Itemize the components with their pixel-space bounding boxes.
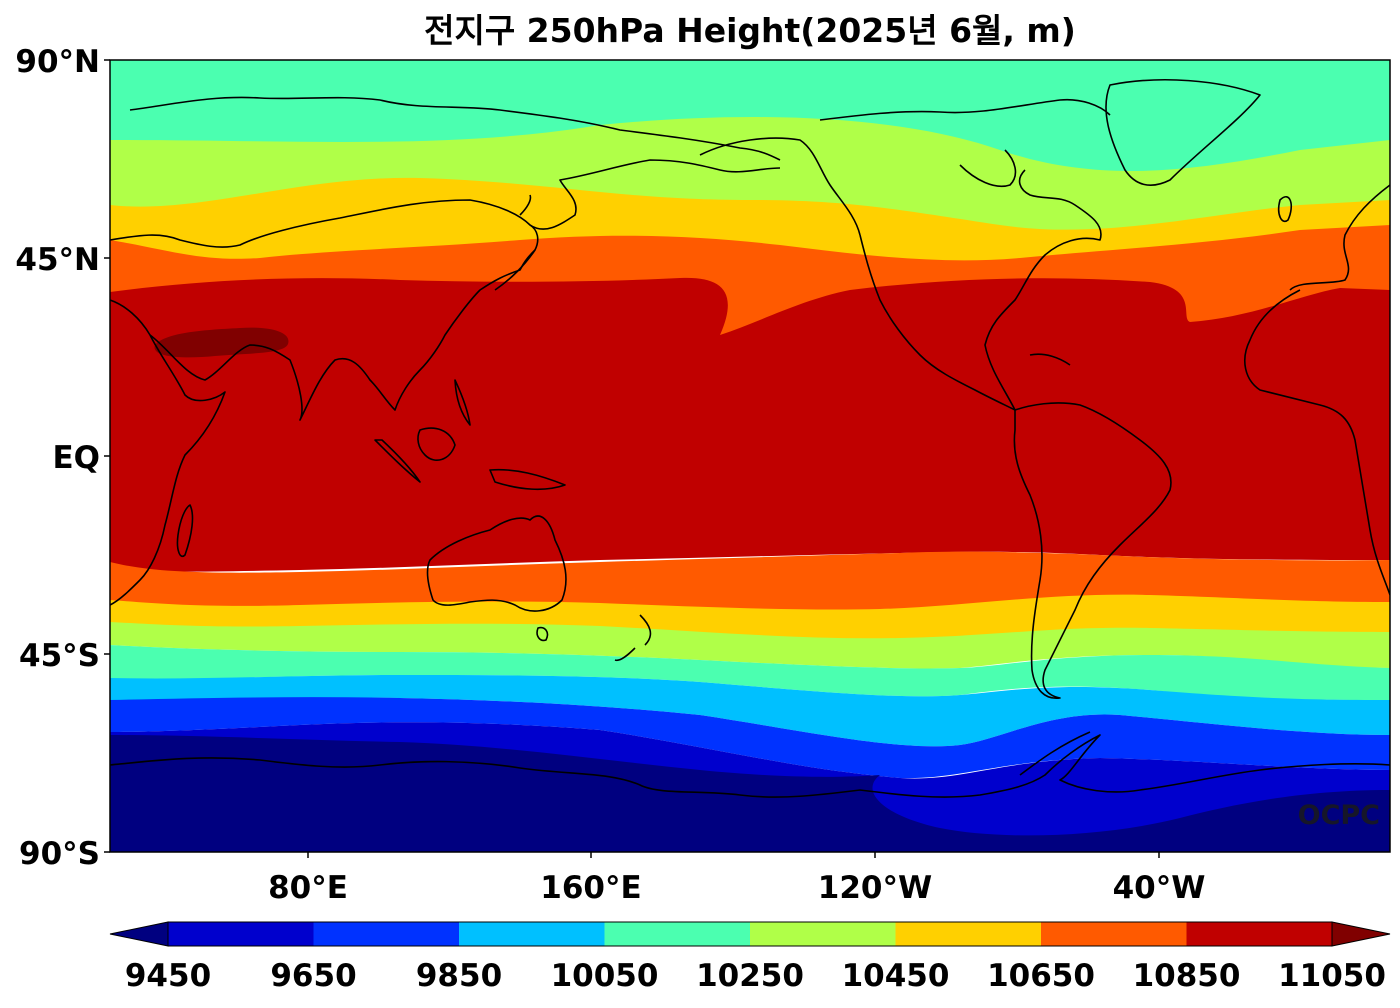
lon-label-40w: 40°W (1113, 870, 1206, 906)
coast-newguinea (489, 468, 566, 491)
coast-uk (1277, 195, 1292, 222)
band-10050-10250-sh (110, 645, 1390, 700)
coast-philippines (454, 379, 471, 426)
band-10250-10450-sh (110, 622, 1390, 669)
coast-japan (494, 194, 539, 291)
colorbar: 9450 9650 9850 10050 10250 10450 10650 10850 110… (109, 921, 1391, 994)
colorbar-tick-label: 11050 (1278, 958, 1386, 994)
lat-axis: 90°N 45°N EQ 45°S 90°S (15, 44, 110, 872)
coast-greenland (1105, 79, 1261, 186)
colorbar-tick-label: 10650 (987, 958, 1095, 994)
ocpc-watermark: OCPC (1298, 800, 1380, 831)
coast-alaska (699, 137, 861, 236)
coast-cuba (1029, 353, 1071, 366)
coast-hudson (959, 149, 1017, 187)
colorbar-tick-label: 9450 (125, 958, 211, 994)
coast-arctic-eurasia (129, 96, 781, 161)
coast-south-america (1013, 402, 1172, 699)
band-9650-9850-sh (110, 697, 1390, 779)
colorbar-segment (168, 922, 314, 946)
lat-label-90s: 90°S (19, 836, 100, 872)
colorbar-extend-high (1331, 921, 1391, 947)
coast-europe-west (1289, 184, 1390, 291)
band-10850-11050 (110, 277, 1390, 572)
colorbar-tick-label: 10450 (842, 958, 950, 994)
coast-madagascar (176, 504, 194, 557)
coast-borneo (417, 427, 456, 461)
coast-sumatra (374, 439, 421, 483)
coast-africa (110, 299, 226, 606)
coast-antarctic-peninsula (1019, 731, 1091, 776)
lat-label-45n: 45°N (15, 242, 100, 278)
band-9850-10050-sh (110, 675, 1390, 747)
band-below-9450-sh (110, 735, 1390, 852)
coast-eurasia-north (110, 159, 781, 248)
lon-axis: 80°E 160°E 120°W 40°W (268, 852, 1205, 906)
colorbar-tick-label: 10850 (1133, 958, 1241, 994)
colorbar-segment (1186, 922, 1333, 946)
coast-newzealand (614, 614, 652, 662)
coast-na-east (984, 169, 1102, 411)
colorbar-segment (895, 922, 1042, 946)
height-field (110, 60, 1390, 852)
coast-arabia-india (149, 249, 536, 421)
lon-label-120w: 120°W (818, 870, 932, 906)
coast-africa-west (1244, 289, 1390, 596)
lon-label-160e: 160°E (540, 870, 641, 906)
coastlines (110, 79, 1390, 798)
coast-antarctica (110, 734, 1390, 798)
colorbar-frame (167, 921, 1333, 947)
band-10450-10650-sh (110, 594, 1390, 640)
colorbar-segment (604, 922, 751, 946)
coast-na-west (859, 234, 1016, 411)
lat-label-eq: EQ (52, 440, 100, 476)
lat-label-45s: 45°S (19, 638, 100, 674)
colorbar-tick-label: 9850 (416, 958, 502, 994)
colorbar-segment (313, 922, 460, 946)
colorbar-segment (459, 922, 605, 946)
lat-label-90n: 90°N (15, 44, 100, 80)
colorbar-extend-low (109, 921, 169, 947)
colorbar-tick-label: 10050 (551, 958, 659, 994)
lon-label-80e: 80°E (268, 870, 348, 906)
coast-arctic-na (819, 98, 1111, 121)
coast-australia (426, 515, 567, 612)
map-title: 전지구 250hPa Height(2025년 6월, m) (424, 11, 1076, 50)
colorbar-segment (1041, 922, 1187, 946)
colorbar-segment (750, 922, 896, 946)
coast-tasmania (536, 626, 549, 642)
colorbar-tick-label: 10250 (696, 958, 804, 994)
band-11050-plus (154, 327, 289, 358)
colorbar-tick-label: 9650 (270, 958, 356, 994)
